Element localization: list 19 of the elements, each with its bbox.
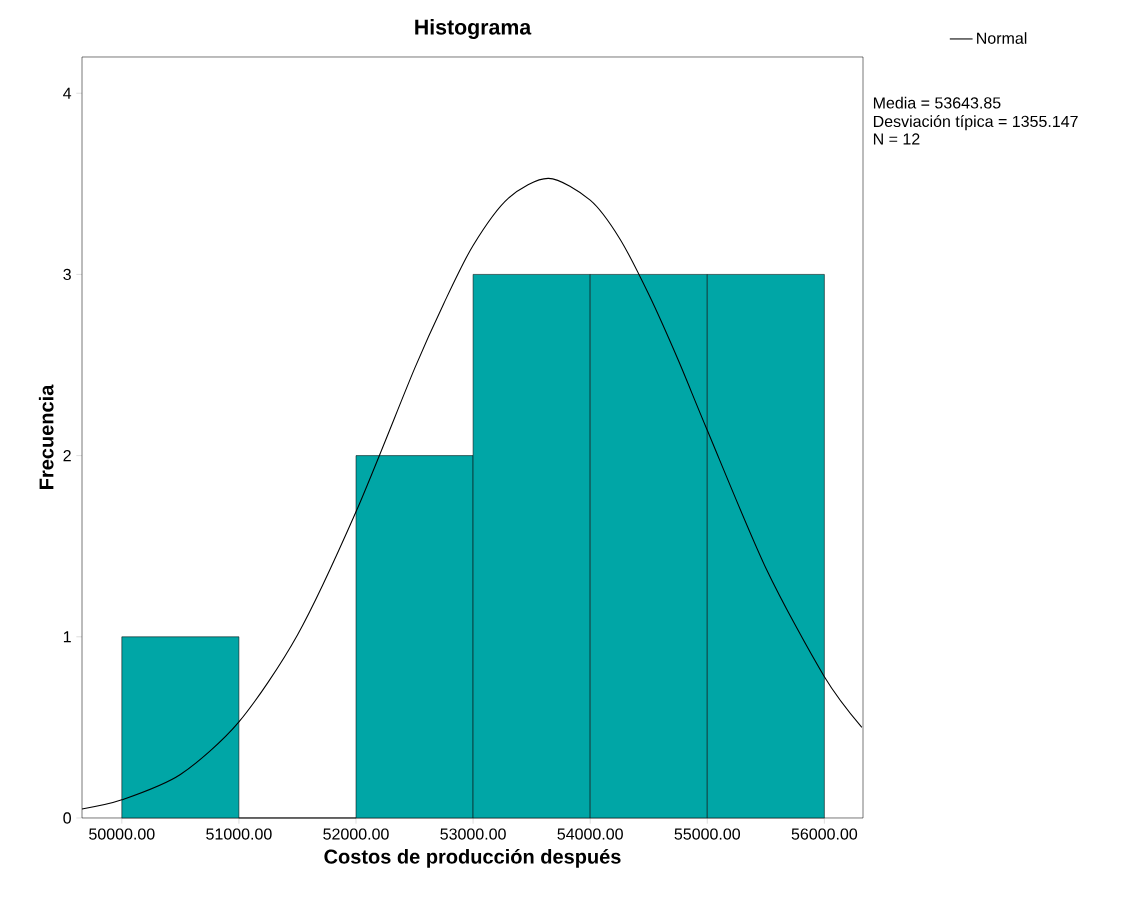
x-axis-title: Costos de producción después — [324, 848, 621, 868]
x-tick-label: 53000.00 — [440, 828, 506, 840]
x-tick-label: 55000.00 — [674, 828, 741, 840]
legend-label: Normal — [977, 32, 1027, 44]
text: Desviación típica = 1355.147 — [873, 115, 1078, 131]
y-tick-label: 2 — [63, 450, 71, 462]
y-tick-label: 4 — [63, 87, 72, 99]
x-tick-label: 56000.00 — [791, 828, 858, 840]
x-tick-label: 50000.00 — [89, 828, 155, 840]
y-axis-title: Frecuencia — [38, 384, 54, 489]
x-tick-label: 54000.00 — [557, 828, 623, 840]
x-tick-label: 52000.00 — [323, 828, 389, 840]
y-tick-label: 3 — [63, 268, 71, 281]
chart-title: Histograma — [415, 18, 532, 39]
y-tick-label: 0 — [63, 812, 71, 824]
text: Media = 53643.85 — [873, 96, 1001, 109]
y-tick-label: 1 — [63, 631, 71, 643]
x-tick-label: 51000.00 — [206, 828, 272, 840]
text: N = 12 — [873, 133, 920, 145]
